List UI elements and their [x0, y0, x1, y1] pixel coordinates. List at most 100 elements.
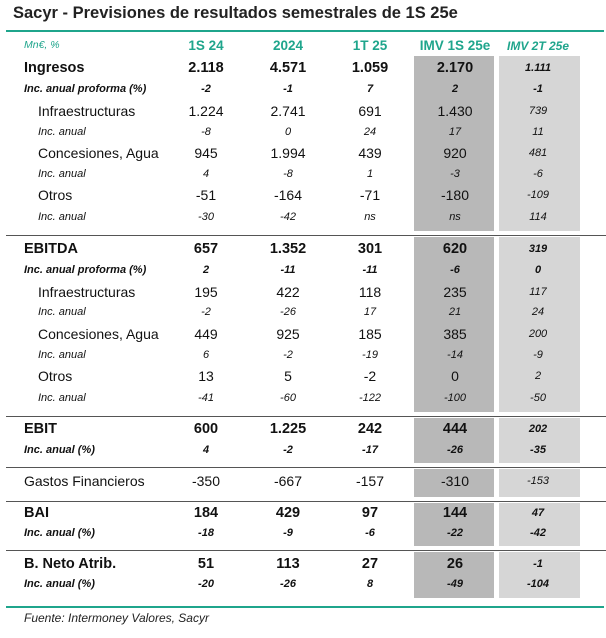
- row-label: B. Neto Atrib.: [24, 556, 117, 572]
- cell-1t25: 301: [357, 241, 383, 257]
- col-header-imv-1s25e: IMV 1S 25e: [419, 38, 491, 53]
- cell-imv-1s25e: 1.430: [437, 103, 473, 119]
- cell-imv-1s25e: -49: [447, 578, 463, 590]
- row-label: Inc. anual (%): [24, 527, 95, 539]
- cell-1t25: 1: [366, 168, 374, 180]
- cell-2024: -667: [273, 473, 303, 489]
- cell-imv-1s25e: ns: [449, 211, 461, 223]
- cell-1s24: -350: [191, 473, 221, 489]
- row-label: Inc. anual: [38, 392, 86, 404]
- row-label: EBIT: [24, 421, 58, 437]
- cell-imv-1s25e: 17: [448, 126, 462, 138]
- header-rule: [6, 30, 604, 32]
- cell-1t25: 439: [358, 145, 382, 161]
- cell-imv-2t25e: -1: [533, 83, 543, 95]
- cell-1t25: -122: [358, 392, 382, 404]
- cell-1t25: -11: [362, 264, 378, 276]
- cell-2024: 1.994: [270, 145, 306, 161]
- row-label: Inc. anual: [38, 306, 86, 318]
- col-header-1s24: 1S 24: [188, 38, 224, 53]
- cell-1s24: 184: [193, 505, 219, 521]
- cell-imv-1s25e: 26: [446, 556, 464, 572]
- cell-1s24: 449: [194, 326, 218, 342]
- cell-1t25: -157: [355, 473, 385, 489]
- cell-2024: -8: [283, 168, 293, 180]
- imv-column-shade: [414, 469, 494, 497]
- cell-imv-1s25e: 920: [443, 145, 467, 161]
- cell-imv-1s25e: -3: [450, 168, 460, 180]
- cell-1s24: 4: [202, 168, 210, 180]
- cell-1t25: 8: [366, 578, 374, 590]
- row-label: Concesiones, Agua: [38, 326, 159, 342]
- imv-column-shade: [414, 56, 494, 231]
- row-label: Inc. anual proforma (%): [24, 83, 147, 95]
- row-label: Inc. anual (%): [24, 578, 95, 590]
- col-header-1t25: 1T 25: [352, 38, 388, 53]
- cell-2024: -26: [280, 306, 296, 318]
- imv-column-shade: [414, 237, 494, 412]
- imv2-column-shade: [499, 237, 580, 412]
- section-separator: [6, 467, 606, 468]
- cell-2024: 1.225: [269, 421, 307, 437]
- cell-2024: 429: [275, 505, 301, 521]
- row-label: Inc. anual (%): [24, 444, 95, 456]
- row-label: Inc. anual: [38, 349, 86, 361]
- cell-imv-2t25e: 481: [528, 147, 548, 159]
- col-header-imv-2t25e: IMV 2T 25e: [506, 39, 570, 53]
- cell-1t25: 1.059: [351, 60, 389, 76]
- cell-imv-2t25e: 0: [534, 264, 542, 276]
- cell-1s24: -51: [195, 187, 217, 203]
- cell-imv-2t25e: -153: [526, 475, 550, 487]
- cell-1s24: 4: [202, 444, 210, 456]
- cell-imv-2t25e: -9: [533, 349, 543, 361]
- cell-1s24: 600: [193, 421, 219, 437]
- cell-imv-1s25e: 2.170: [436, 60, 474, 76]
- cell-1t25: 118: [358, 284, 382, 300]
- imv2-column-shade: [499, 418, 580, 463]
- cell-imv-2t25e: 117: [529, 286, 547, 298]
- cell-1t25: -2: [363, 368, 377, 384]
- cell-imv-2t25e: 1.111: [525, 62, 551, 74]
- cell-imv-2t25e: -35: [530, 444, 546, 456]
- cell-1t25: -6: [365, 527, 375, 539]
- cell-imv-1s25e: -6: [450, 264, 460, 276]
- cell-imv-1s25e: 144: [442, 505, 468, 521]
- cell-1t25: 7: [366, 83, 374, 95]
- cell-1s24: 1.224: [188, 103, 224, 119]
- cell-1t25: 242: [357, 421, 383, 437]
- cell-1s24: 2: [202, 264, 210, 276]
- page-title: Sacyr - Previsiones de resultados semest…: [13, 4, 458, 22]
- cell-1s24: 6: [202, 349, 210, 361]
- row-label: Infraestructuras: [38, 103, 136, 119]
- cell-imv-2t25e: 739: [528, 105, 548, 117]
- row-label: Infraestructuras: [38, 284, 136, 300]
- cell-1s24: 195: [194, 284, 218, 300]
- cell-imv-1s25e: 444: [442, 421, 468, 437]
- col-header-2024: 2024: [272, 38, 304, 53]
- cell-imv-2t25e: 200: [528, 328, 548, 340]
- cell-2024: -9: [283, 527, 293, 539]
- imv-column-shade: [414, 418, 494, 463]
- cell-1s24: -2: [201, 83, 211, 95]
- cell-imv-2t25e: 319: [528, 243, 548, 255]
- row-label: Gastos Financieros: [24, 473, 145, 489]
- cell-imv-2t25e: -109: [526, 189, 550, 201]
- row-label: Ingresos: [24, 60, 85, 76]
- cell-imv-2t25e: -104: [526, 578, 550, 590]
- cell-1s24: -41: [198, 392, 214, 404]
- cell-1s24: 51: [197, 556, 215, 572]
- cell-2024: -42: [280, 211, 296, 223]
- unit-label: Mn€, %: [24, 39, 60, 51]
- cell-1t25: 17: [363, 306, 377, 318]
- cell-imv-2t25e: 24: [531, 306, 545, 318]
- imv-column-shade: [414, 503, 494, 546]
- cell-imv-1s25e: 0: [451, 368, 459, 384]
- cell-1t25: 27: [361, 556, 379, 572]
- cell-1t25: -19: [362, 349, 378, 361]
- row-label: Concesiones, Agua: [38, 145, 159, 161]
- cell-imv-1s25e: -14: [447, 349, 463, 361]
- row-label: BAI: [24, 505, 49, 521]
- cell-1t25: -71: [359, 187, 381, 203]
- cell-1s24: 657: [193, 241, 219, 257]
- cell-1t25: 97: [361, 505, 379, 521]
